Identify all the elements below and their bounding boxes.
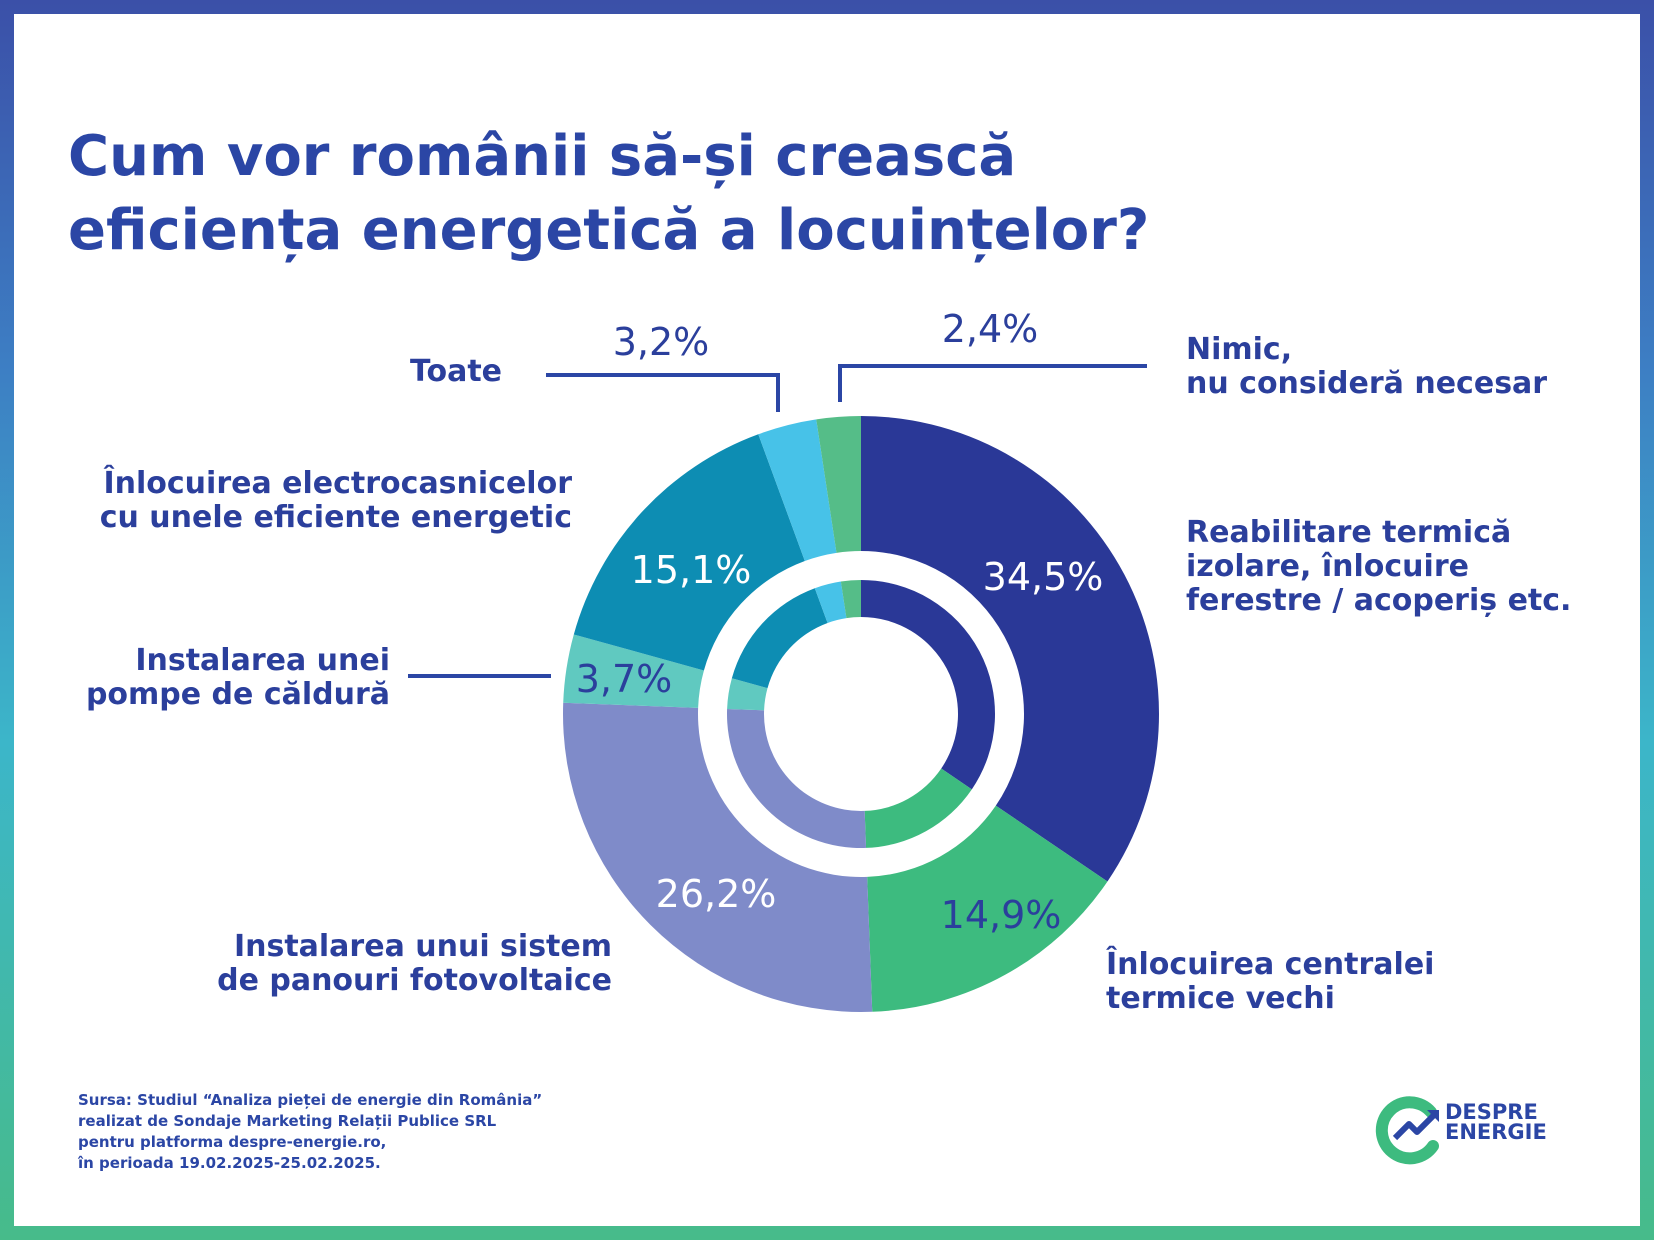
logo-wordmark: DESPRE ENERGIE: [1445, 1100, 1547, 1144]
label-nimic: Nimic, nu consideră necesar: [1186, 333, 1547, 401]
label-centrala-line-2: termice vechi: [1106, 981, 1335, 1016]
inner-slice-centrala: [864, 768, 972, 848]
label-electrocasnice-line-2: cu unele eficiente energetic: [99, 500, 572, 535]
label-panouri-line-1: Instalarea unui sistem: [233, 929, 612, 964]
inner-slice-nimic: [840, 580, 861, 619]
leader-line-nimic: [838, 364, 1147, 402]
label-reabilitare: Reabilitare termică izolare, înlocuire f…: [1186, 516, 1571, 618]
value-labels: 34,5% 14,9% 26,2% 3,7% 15,1% 3,2% 2,4%: [576, 307, 1104, 937]
outer-slice-pompa: [563, 634, 704, 708]
outer-slice-toate: [758, 419, 837, 561]
label-electrocasnice: Înlocuirea electrocasnicelor cu unele ef…: [60, 467, 572, 535]
label-panouri: Instalarea unui sistem de panouri fotovo…: [160, 930, 612, 998]
label-nimic-line-1: Nimic,: [1186, 332, 1293, 367]
label-electrocasnice-line-1: Înlocuirea electrocasnicelor: [103, 466, 572, 501]
label-pompa-line-2: pompe de căldură: [85, 677, 390, 712]
value-label-nimic: 2,4%: [942, 307, 1039, 351]
value-label-centrala: 14,9%: [941, 893, 1062, 937]
outer-ring: [563, 416, 1159, 1013]
source-line-2: realizat de Sondaje Marketing Relații Pu…: [78, 1112, 497, 1130]
label-reabilitare-line-3: ferestre / acoperiș etc.: [1186, 583, 1572, 618]
value-label-panouri: 26,2%: [656, 872, 777, 916]
label-reabilitare-line-2: izolare, înlocuire: [1186, 549, 1469, 584]
logo-word-1: DESPRE: [1445, 1100, 1538, 1124]
outer-slice-panouri: [563, 702, 873, 1013]
outer-slice-centrala: [867, 805, 1108, 1012]
source-line-3: pentru platforma despre-energie.ro,: [78, 1133, 387, 1151]
value-label-pompa: 3,7%: [576, 657, 673, 701]
logo-mark-icon: [1375, 1096, 1439, 1165]
chart-title: Cum vor românii să-și crească eficiența …: [68, 120, 1149, 268]
inner-slice-panouri: [727, 708, 867, 848]
value-label-electrocasnice: 15,1%: [631, 548, 752, 592]
label-toate-line-1: Toate: [410, 354, 503, 389]
inner-slice-reabilitare: [861, 580, 995, 790]
inner-slice-electrocasnice: [731, 588, 828, 689]
label-pompa-line-1: Instalarea unei: [135, 643, 390, 678]
inner-slice-toate: [814, 581, 847, 623]
logo-word-2: ENERGIE: [1445, 1120, 1547, 1144]
outer-slice-electrocasnice: [573, 434, 805, 671]
outer-slice-reabilitare: [861, 416, 1159, 882]
leader-line-toate: [546, 373, 780, 412]
inner-ring: [727, 580, 995, 848]
label-nimic-line-2: nu consideră necesar: [1186, 366, 1548, 401]
label-centrala: Înlocuirea centralei termice vechi: [1106, 948, 1434, 1016]
label-pompa: Instalarea unei pompe de căldură: [60, 644, 390, 712]
source-line-4: în perioada 19.02.2025-25.02.2025.: [78, 1154, 381, 1172]
label-reabilitare-line-1: Reabilitare termică: [1186, 515, 1512, 550]
leader-lines: [408, 364, 1147, 678]
value-label-reabilitare: 34,5%: [983, 555, 1104, 599]
source-line-1: Sursa: Studiul “Analiza pieței de energi…: [78, 1091, 543, 1109]
despre-energie-logo: DESPRE ENERGIE: [1375, 1090, 1565, 1170]
value-label-toate: 3,2%: [613, 320, 710, 364]
inner-slice-pompa: [727, 678, 768, 711]
outer-slice-nimic: [816, 416, 861, 553]
label-centrala-line-1: Înlocuirea centralei: [1106, 947, 1435, 982]
label-panouri-line-2: de panouri fotovoltaice: [217, 963, 612, 998]
chart-title-line-2: eficiența energetică a locuințelor?: [68, 198, 1150, 263]
source-note: Sursa: Studiul “Analiza pieței de energi…: [78, 1090, 542, 1174]
chart-title-line-1: Cum vor românii să-și crească: [68, 124, 1017, 189]
label-toate: Toate: [410, 355, 502, 389]
